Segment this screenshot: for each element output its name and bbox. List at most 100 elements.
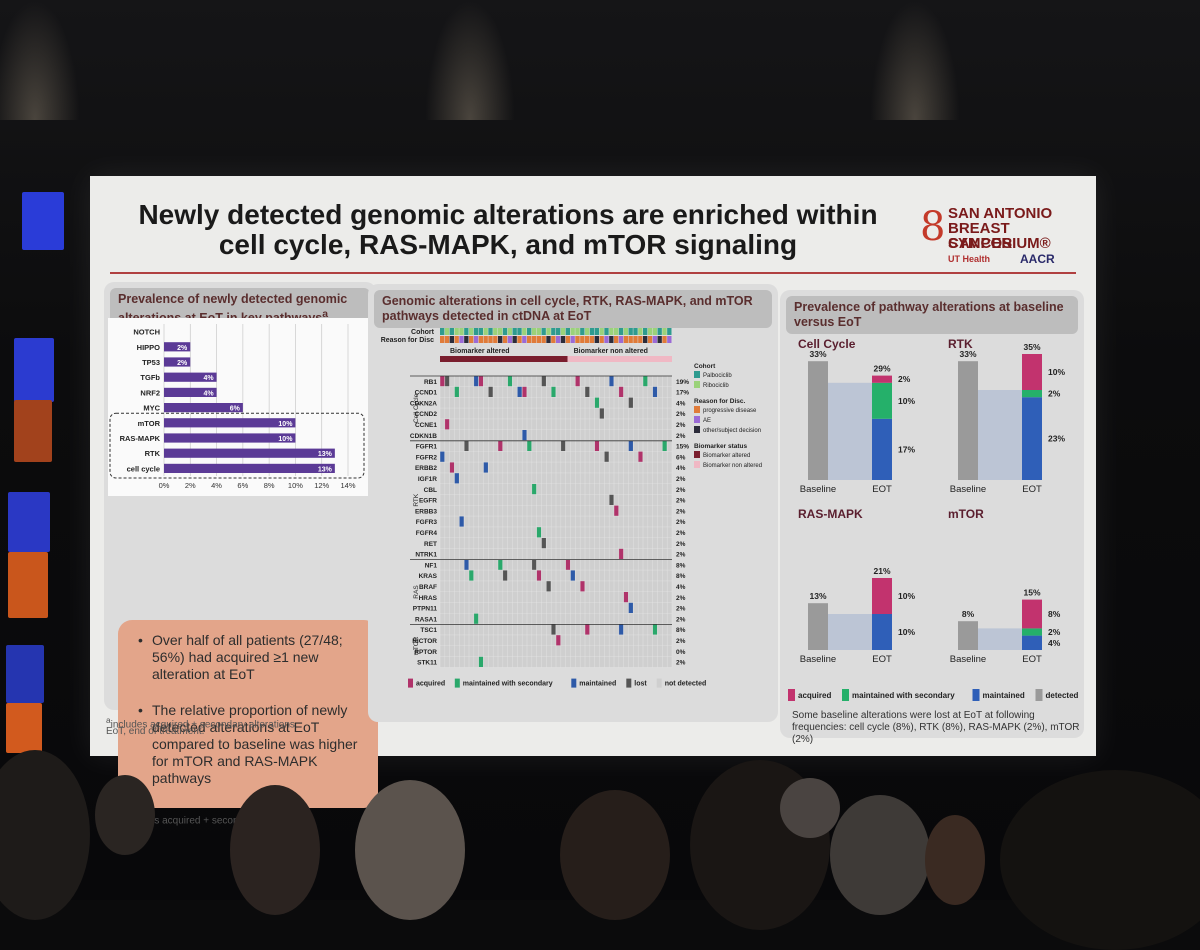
cohort-cell [647,328,653,335]
gene-label: EGFR [419,498,437,505]
alteration-cell [594,440,600,451]
pathway-bar-svg: 0% 2% 4% 6% 8% 10% 12% 14% NOTCH HIPPO 2% TP53 2% TGF… [109,324,365,490]
cohort-cell [628,328,633,335]
gene-label: STK11 [417,660,437,667]
alteration-cell [604,451,609,462]
ceiling-spotlight [0,0,80,120]
x-category-label: Baseline [950,484,986,495]
alteration-cell [609,494,614,505]
reason-cell [531,336,537,343]
reason-cell [647,336,653,343]
reason-cell [652,336,657,343]
x-category-label: Baseline [950,654,986,665]
legend-swatch [626,678,632,688]
cohort-cell [570,328,575,335]
alteration-cell [556,635,561,646]
pathway-title: Cell Cycle [798,337,856,351]
reason-cell [512,336,517,343]
reason-cell [623,336,628,343]
reason-cell [570,336,575,343]
stage-light-orange [14,400,52,462]
alteration-cell [464,559,469,570]
logo-line: SYMPOSIUM® [948,235,1051,252]
alteration-cell [478,376,484,387]
reason-cell [527,336,532,343]
bar [164,403,243,413]
gene-percent: 15% [676,444,689,451]
alteration-cell [560,440,566,451]
gene-percent: 2% [676,476,686,483]
cohort-cell [662,328,667,335]
reason-cell [464,336,469,343]
gene-percent: 8% [676,573,686,580]
reason-cell [454,336,459,343]
reason-cell [560,336,566,343]
pathway-title: RAS-MAPK [798,507,863,521]
alteration-cell [473,613,479,624]
baseline-bar [958,621,978,650]
alteration-cell [594,397,600,408]
cohort-cell [459,328,464,335]
gene-percent: 19% [676,379,689,386]
alteration-cell [585,624,590,635]
ut-health-logo: UT Health [948,254,991,264]
gene-percent: 0% [676,649,686,656]
alteration-cell [628,602,633,613]
x-tick-label: 0% [159,481,170,490]
x-tick-label: 6% [237,481,248,490]
bar-value-label: 2% [177,345,188,352]
audience-head [925,815,985,905]
logo-line: SAN ANTONIO [948,205,1053,222]
baseline-bar [808,361,828,480]
eot-acquired-segment [872,375,892,383]
alteration-cell [652,624,658,635]
gene-percent: 17% [676,390,689,397]
legend-label: not detected [665,681,707,688]
cohort-row-label: Cohort [411,329,435,336]
gene-label: FGFR2 [416,454,438,461]
x-tick-label: 2% [185,481,196,490]
eot-total-label: 29% [873,364,890,374]
cohort-cell [599,328,604,335]
reason-cell [551,336,556,343]
gene-percent: 2% [676,638,686,645]
reason-cell [604,336,609,343]
alteration-cell [570,570,575,581]
alteration-cell [551,624,556,635]
category-label: HIPPO [137,343,161,352]
gene-label: RET [424,541,437,548]
alteration-cell [522,430,527,441]
biomarker-non-altered-label: Biomarker non altered [574,348,648,355]
gene-percent: 8% [676,627,686,634]
stage-light-orange [8,552,48,618]
alteration-cell [517,386,522,397]
reason-row-label: Reason for Disc [381,337,434,344]
legend-swatch [571,678,577,688]
alteration-cell [580,581,585,592]
legend-swatch [694,451,700,458]
cohort-cell [527,328,532,335]
alteration-cell [483,462,488,473]
category-label: NRF2 [140,388,160,397]
stage-light-orange [6,703,42,753]
gene-label: FGFR4 [416,530,438,537]
gene-label: TSC1 [420,627,437,634]
right-panel: Prevalence of pathway alterations at bas… [780,290,1084,745]
legend-label: maintained [983,691,1025,700]
bar [164,418,296,428]
alteration-cell [628,440,633,451]
reason-cell [493,336,498,343]
gene-label: PTPN11 [413,606,438,613]
gene-label: BRAF [419,584,437,591]
eot-secondary-segment [872,382,892,419]
alteration-cell [440,451,445,462]
alteration-cell [541,538,546,549]
gene-label: FGFR3 [416,519,438,526]
bar-value-label: 6% [230,406,241,413]
cohort-cell [502,328,508,335]
bar-value-label: 13% [318,451,333,458]
left-panel: Prevalence of newly detected genomic alt… [104,282,378,826]
stage-light-blue [8,492,50,552]
audience-head [560,790,670,920]
reason-cell [498,336,503,343]
